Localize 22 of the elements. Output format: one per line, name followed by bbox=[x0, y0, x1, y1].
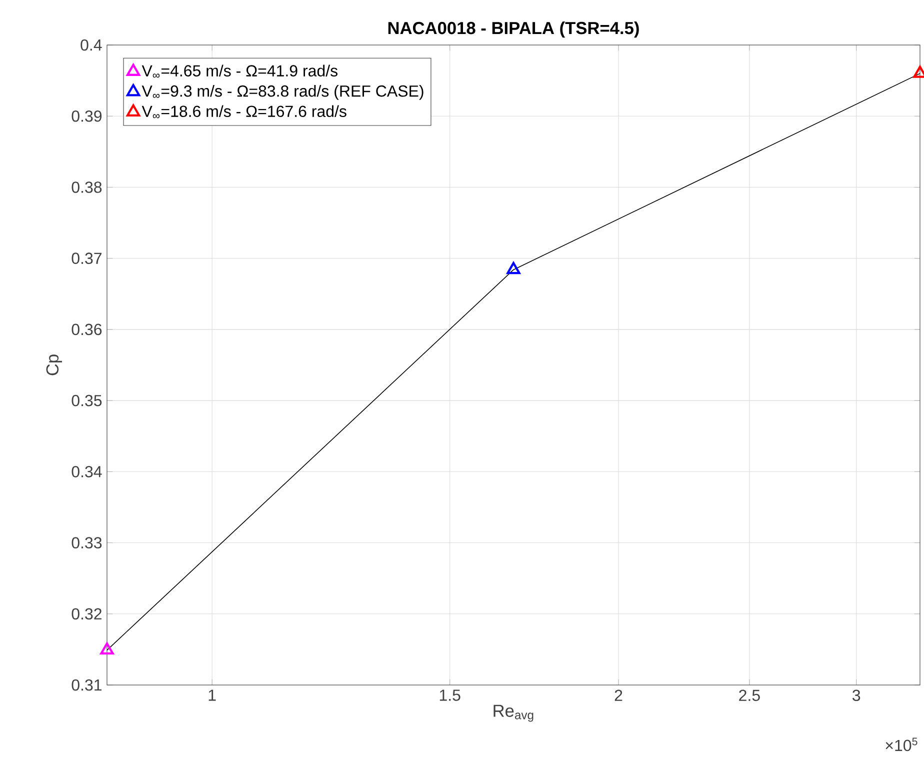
y-tick-label: 0.34 bbox=[72, 466, 102, 478]
y-tick-label: 0.37 bbox=[72, 252, 102, 264]
x-tick-label: 2 bbox=[614, 690, 622, 701]
x-tick-label: 2.5 bbox=[739, 690, 760, 702]
y-tick-label: 0.36 bbox=[72, 324, 102, 336]
y-tick-label: 0.4 bbox=[80, 39, 102, 51]
legend-label: V$_{∞}$=9.3 m/s - Ω=83.8 rad/s (REF CASE) bbox=[142, 85, 424, 100]
y-tick-label: 0.39 bbox=[72, 110, 102, 122]
chart-title: NACA0018 - BIPALA (TSR=4.5) bbox=[388, 21, 639, 38]
x-tick-label: 1.5 bbox=[440, 690, 460, 701]
y-tick-label: 0.32 bbox=[72, 608, 102, 620]
y-tick-label: 0.33 bbox=[72, 537, 102, 548]
y-axis-title: Cp bbox=[46, 354, 62, 376]
x-tick-label: 1 bbox=[208, 690, 216, 701]
legend-label: V$_{∞}$=18.6 m/s - Ω=167.6 rad/s bbox=[142, 105, 346, 118]
text: ×10$^{5}$ bbox=[886, 738, 918, 752]
y-tick-label: 0.35 bbox=[72, 394, 102, 406]
x-tick-label: 3 bbox=[852, 690, 860, 702]
x-axis-title: Re$_{avg}$ bbox=[494, 704, 534, 722]
y-tick-label: 0.38 bbox=[72, 182, 102, 193]
legend-label: V$_{∞}$=4.65 m/s - Ω=41.9 rad/s bbox=[142, 64, 338, 78]
y-tick-label: 0.31 bbox=[72, 679, 102, 691]
